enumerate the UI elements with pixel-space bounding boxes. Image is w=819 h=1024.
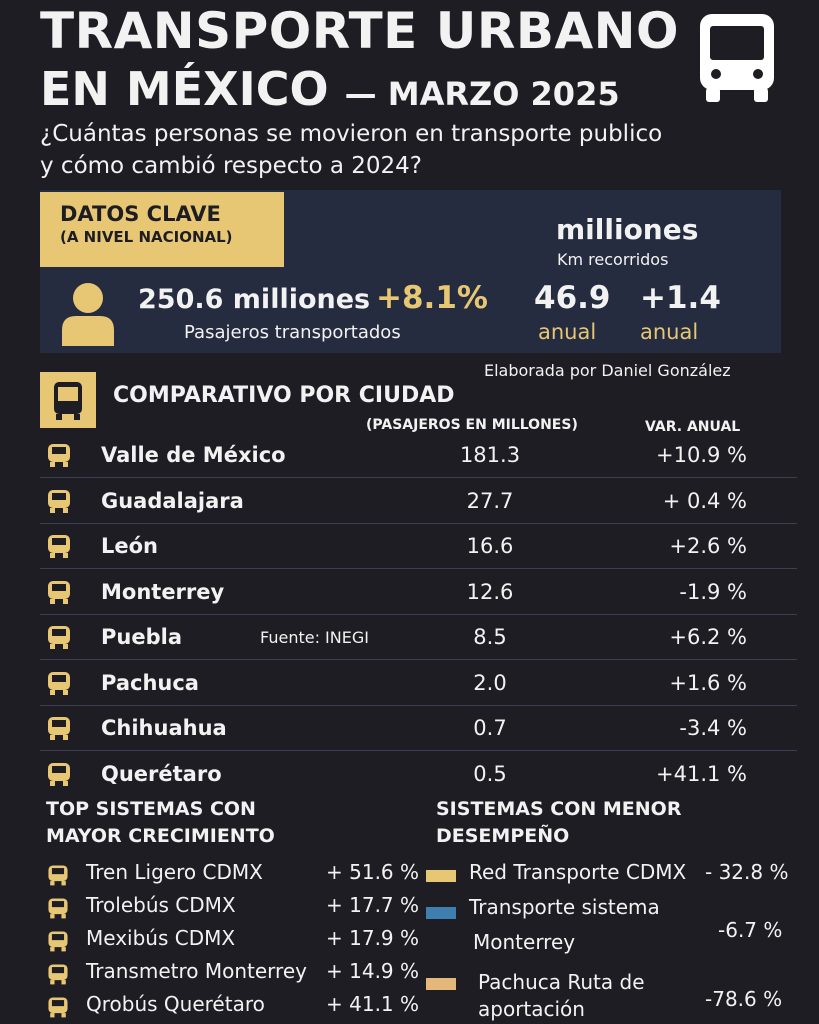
source: Fuente: INEGI xyxy=(260,628,369,647)
top-title-line1: TOP SISTEMAS CON xyxy=(46,798,256,820)
top-item-name: Transmetro Monterrey xyxy=(86,959,307,983)
city-var: + 0.4 % xyxy=(662,488,747,513)
city-var: +2.6 % xyxy=(669,534,747,558)
city-row: Chihuahua 0.7 -3.4 % xyxy=(40,706,797,751)
worst-item-name-line1: Transporte sistema xyxy=(469,895,660,919)
title-line-2: EN MÉXICO — MARZO 2025 xyxy=(40,62,620,116)
city-name: Chihuahua xyxy=(101,716,227,740)
key-data-label: DATOS CLAVE (A NIVEL NACIONAL) xyxy=(40,192,284,267)
passengers-label: Pasajeros transportados xyxy=(184,322,401,343)
top-item-var: + 41.1 % xyxy=(326,992,420,1016)
worst-title-line2: DESEMPEÑO xyxy=(436,825,570,847)
metro-icon xyxy=(44,761,74,787)
top-item-var: + 51.6 % xyxy=(326,860,420,884)
km-change: +1.4 xyxy=(640,280,721,316)
top-item-var: + 14.9 % xyxy=(326,959,420,983)
city-row: Querétaro 0.5 +41.1 % xyxy=(40,752,797,797)
column-header-var: VAR. ANUAL xyxy=(645,419,741,435)
city-name: Pachuca xyxy=(101,670,199,695)
city-passengers: 12.6 xyxy=(466,579,514,604)
city-passengers: 16.6 xyxy=(466,534,514,558)
worst-item-var: -78.6 % xyxy=(705,987,783,1011)
bus-icon xyxy=(40,372,96,428)
bus-icon xyxy=(45,995,71,1019)
km-value-label: anual xyxy=(538,320,597,344)
city-passengers: 181.3 xyxy=(459,443,521,467)
city-row: Guadalajara 27.7 + 0.4 % xyxy=(40,479,797,524)
subtitle: ¿Cuántas personas se movieron en transpo… xyxy=(40,121,663,179)
car-icon xyxy=(44,533,74,559)
city-name: Guadalajara xyxy=(101,488,244,513)
city-var: -3.4 % xyxy=(679,716,747,740)
city-var: +41.1 % xyxy=(656,761,747,786)
title-date: — MARZO 2025 xyxy=(344,75,620,113)
building-icon xyxy=(44,670,74,696)
color-swatch xyxy=(426,870,456,882)
column-header-value: (PASAJEROS EN MILLONES) xyxy=(366,417,578,433)
title-line-1: TRANSPORTE URBANO xyxy=(40,2,679,60)
bus-icon xyxy=(45,896,71,920)
top-item-name: Trolebús CDMX xyxy=(86,893,236,917)
worst-item-name-line2: aportación xyxy=(478,997,585,1021)
car-icon xyxy=(44,442,74,468)
worst-item-name-line1: Pachuca Ruta de xyxy=(478,970,645,994)
city-name: Puebla xyxy=(101,625,182,649)
top-title-line2: MAYOR CRECIMIENTO xyxy=(46,825,275,847)
top-item-name: Tren Ligero CDMX xyxy=(86,860,263,884)
color-swatch xyxy=(426,978,456,990)
city-name: Querétaro xyxy=(101,761,222,786)
bus-icon xyxy=(700,14,774,102)
city-name: Valle de México xyxy=(101,443,286,467)
passengers-value: 250.6 milliones xyxy=(138,284,371,315)
city-var: +1.6 % xyxy=(669,670,747,695)
city-row: León 16.6 +2.6 % xyxy=(40,524,797,569)
worst-item-name: Red Transporte CDMX xyxy=(469,860,687,884)
top-item-var: + 17.7 % xyxy=(326,893,420,917)
city-row: Valle de México 181.3 +10.9 % xyxy=(40,433,797,478)
bus-icon xyxy=(44,488,74,514)
key-data-title: DATOS CLAVE xyxy=(60,202,221,226)
worst-item-var: -6.7 % xyxy=(718,918,783,942)
worst-item-var: - 32.8 % xyxy=(705,860,789,884)
bus-icon xyxy=(45,863,71,887)
city-row: Pachuca 2.0 +1.6 % xyxy=(40,661,797,706)
city-passengers: 8.5 xyxy=(473,625,507,649)
worst-title-line1: SISTEMAS CON MENOR xyxy=(436,798,682,820)
train-icon xyxy=(44,579,74,605)
color-swatch xyxy=(426,907,456,919)
passengers-change: +8.1% xyxy=(376,280,488,316)
city-var: +6.2 % xyxy=(669,625,747,649)
city-name: Monterrey xyxy=(101,579,225,604)
person-icon xyxy=(62,283,114,346)
city-row: Puebla 8.5 +6.2 % xyxy=(40,615,797,660)
km-unit: milliones xyxy=(556,213,699,246)
top-item-name: Qrobús Querétaro xyxy=(86,992,265,1016)
city-passengers: 0.5 xyxy=(473,761,507,786)
car-icon xyxy=(44,715,74,741)
city-passengers: 27.7 xyxy=(466,488,514,513)
top-systems-title: TOP SISTEMAS CON MAYOR CRECIMIENTO xyxy=(46,796,275,850)
km-change-label: anual xyxy=(640,320,699,344)
cable-car-icon xyxy=(44,624,74,650)
km-label: Km recorridos xyxy=(557,250,669,269)
city-row: Monterrey 12.6 -1.9 % xyxy=(40,570,797,615)
title-location: EN MÉXICO xyxy=(40,62,329,116)
worst-systems-title: SISTEMAS CON MENOR DESEMPEÑO xyxy=(436,796,681,850)
comparison-title: COMPARATIVO POR CIUDAD xyxy=(113,383,455,408)
credit: Elaborada por Daniel González xyxy=(484,361,731,380)
key-data-subtitle: (A NIVEL NACIONAL) xyxy=(60,228,233,246)
city-var: -1.9 % xyxy=(679,579,747,604)
city-passengers: 0.7 xyxy=(473,716,507,740)
city-var: +10.9 % xyxy=(656,443,747,467)
bus-icon xyxy=(45,929,71,953)
city-passengers: 2.0 xyxy=(473,670,507,695)
km-value: 46.9 xyxy=(534,280,611,316)
top-item-name: Mexibús CDMX xyxy=(86,926,236,950)
worst-item-name-line2: Monterrey xyxy=(473,930,576,954)
city-name: León xyxy=(101,534,159,558)
top-item-var: + 17.9 % xyxy=(326,926,420,950)
bus-icon xyxy=(45,962,71,986)
